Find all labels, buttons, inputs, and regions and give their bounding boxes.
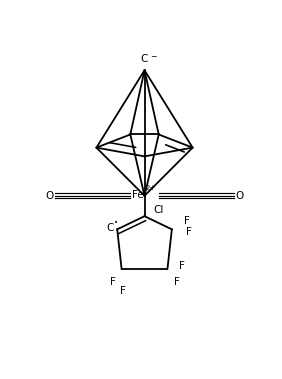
Text: F: F: [120, 286, 126, 296]
Text: F: F: [184, 216, 190, 226]
Text: C: C: [141, 54, 148, 64]
Text: F: F: [174, 277, 180, 287]
Text: O: O: [46, 191, 54, 201]
Text: C: C: [107, 223, 114, 233]
Text: 2+: 2+: [146, 185, 156, 191]
Text: F: F: [110, 277, 116, 287]
Text: Cl: Cl: [153, 205, 164, 215]
Text: •: •: [114, 220, 118, 226]
Text: F: F: [186, 227, 192, 237]
Text: F: F: [180, 262, 185, 271]
Text: O: O: [235, 191, 243, 201]
Text: −: −: [150, 52, 156, 61]
Text: Fe: Fe: [132, 190, 144, 200]
